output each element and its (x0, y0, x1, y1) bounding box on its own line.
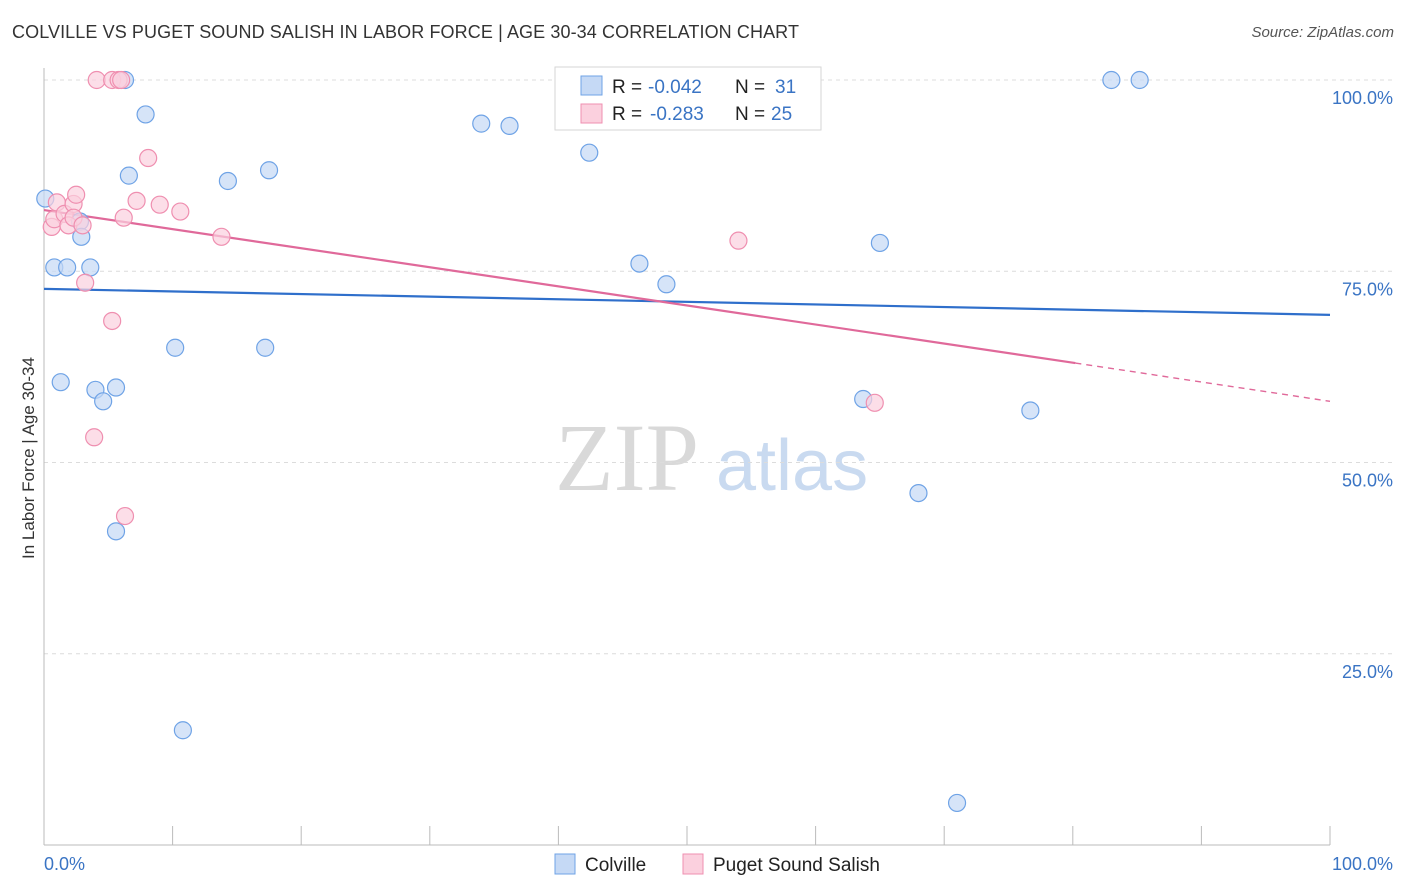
data-point (909, 484, 928, 503)
watermark-zip: ZIP (555, 404, 699, 511)
data-point (51, 373, 70, 392)
x-tick-label-min: 0.0% (44, 854, 85, 874)
trend-line (43, 287, 1331, 316)
data-point (106, 522, 126, 541)
data-point (136, 105, 155, 124)
data-point (114, 208, 133, 227)
data-point (115, 506, 135, 526)
data-point (106, 378, 126, 397)
data-point (1021, 401, 1040, 420)
series-legend: Colville Puget Sound Salish (554, 853, 880, 876)
data-point (81, 258, 100, 277)
legend-r-label-1: R = (612, 77, 642, 98)
chart-title: COLVILLE VS PUGET SOUND SALISH IN LABOR … (12, 22, 800, 42)
legend-n-label-1: N = (735, 77, 765, 98)
legend-n-value-1: 31 (775, 77, 796, 98)
y-tick-label: 100.0% (1332, 88, 1393, 108)
data-point (630, 254, 649, 273)
legend-r-value-1: -0.042 (648, 77, 702, 98)
series-legend-swatch-colville (554, 853, 576, 875)
x-tick-label-max: 100.0% (1332, 854, 1393, 874)
watermark: ZIP atlas (555, 404, 868, 511)
data-points (36, 70, 1149, 813)
data-point (85, 428, 104, 447)
y-tick-label: 75.0% (1342, 279, 1393, 299)
data-point (472, 114, 491, 133)
data-point (103, 311, 122, 331)
data-point (139, 148, 158, 168)
data-point (76, 273, 95, 292)
series-legend-swatch-salish (682, 853, 704, 875)
data-point (947, 793, 967, 813)
legend-r-value-2: -0.283 (650, 104, 704, 125)
data-point (150, 195, 169, 214)
legend-n-label-2: N = (735, 104, 765, 125)
data-point (119, 166, 138, 185)
chart-source: Source: ZipAtlas.com (1251, 24, 1394, 41)
legend-r-label-2: R = (612, 104, 642, 125)
legend-n-value-2: 25 (771, 104, 792, 125)
data-point (94, 392, 113, 411)
stats-legend: R = -0.042 N = 31 R = -0.283 N = 25 (554, 66, 822, 131)
legend-swatch-colville (580, 75, 603, 96)
series-legend-label-colville: Colville (585, 855, 646, 876)
data-point (870, 233, 890, 253)
data-point (58, 258, 77, 277)
data-point (500, 116, 519, 136)
y-tick-label: 25.0% (1342, 662, 1393, 682)
y-tick-labels: 25.0% 50.0% 75.0% 100.0% (1332, 88, 1393, 682)
data-point (73, 216, 92, 235)
data-point (657, 275, 676, 294)
data-point (1130, 70, 1149, 90)
data-point (87, 70, 106, 90)
legend-swatch-salish (580, 103, 603, 124)
trend-lines (43, 208, 1331, 402)
data-point (67, 185, 86, 204)
data-point (127, 191, 146, 210)
data-point (166, 338, 185, 357)
watermark-atlas: atlas (716, 426, 868, 506)
trend-line (43, 208, 1076, 365)
trend-line-extension (1075, 362, 1331, 402)
y-tick-label: 50.0% (1342, 471, 1393, 491)
data-point (865, 393, 884, 412)
data-point (729, 231, 748, 250)
data-point (171, 202, 190, 221)
data-point (256, 338, 275, 357)
data-point (218, 171, 237, 191)
data-point (1102, 70, 1121, 90)
data-point (173, 721, 192, 740)
data-point (112, 70, 131, 90)
data-point (212, 227, 231, 246)
y-axis-label: In Labor Force | Age 30-34 (19, 357, 38, 559)
data-point (580, 143, 599, 162)
grid-lines (44, 79, 1393, 655)
data-point (259, 161, 279, 180)
series-legend-label-salish: Puget Sound Salish (713, 855, 880, 876)
